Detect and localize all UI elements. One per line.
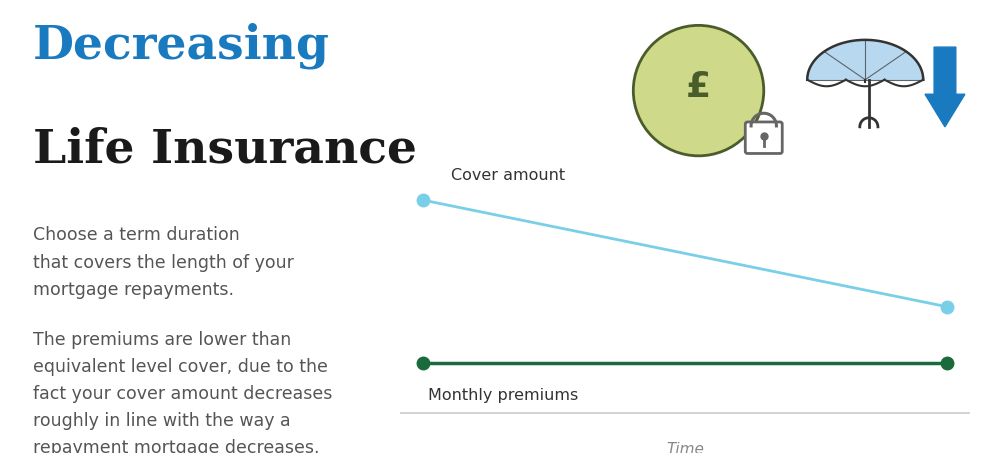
Text: The premiums are lower than
equivalent level cover, due to the
fact your cover a: The premiums are lower than equivalent l… xyxy=(33,331,332,453)
Text: Life Insurance: Life Insurance xyxy=(33,127,417,173)
Polygon shape xyxy=(925,47,965,127)
Text: Choose a term duration
that covers the length of your
mortgage repayments.: Choose a term duration that covers the l… xyxy=(33,226,294,299)
Text: Cover amount: Cover amount xyxy=(451,168,565,183)
FancyBboxPatch shape xyxy=(745,122,782,154)
Text: Time: Time xyxy=(666,442,704,453)
Text: Monthly premiums: Monthly premiums xyxy=(428,388,579,403)
Text: £: £ xyxy=(686,70,711,104)
Text: Decreasing: Decreasing xyxy=(33,23,330,69)
Circle shape xyxy=(633,25,764,156)
